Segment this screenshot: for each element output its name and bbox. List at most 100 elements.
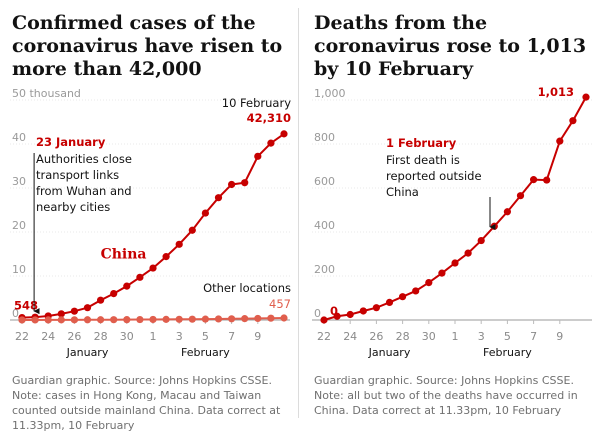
data-point <box>136 273 144 281</box>
x-tick-label: 7 <box>228 330 235 343</box>
x-tick-label: 26 <box>369 330 383 343</box>
month-label-january: January <box>368 346 411 359</box>
data-point <box>543 176 551 184</box>
data-point <box>372 304 380 312</box>
x-tick-label: 1 <box>452 330 459 343</box>
data-point <box>464 249 472 257</box>
cases-chart: 50 thousand 40 30 20 10 0 22 24 26 28 30 1 3 5 7 9 Janua… <box>10 87 291 359</box>
y-tick-label: 800 <box>314 131 335 144</box>
china-series-label: China <box>101 247 147 263</box>
data-point <box>425 279 433 287</box>
data-point <box>451 259 459 267</box>
data-point <box>333 312 341 320</box>
annotation-date: 23 January <box>36 135 106 149</box>
y-tick-label: 600 <box>314 175 335 188</box>
month-label-february: February <box>181 346 230 359</box>
data-point <box>31 316 39 324</box>
data-point <box>149 315 157 324</box>
series-line-0 <box>323 96 587 321</box>
data-point <box>412 287 420 295</box>
panel-divider <box>298 8 299 418</box>
end-value-label: 42,310 <box>247 111 291 125</box>
x-tick-label: 9 <box>254 330 261 343</box>
data-point <box>70 316 78 324</box>
end-date-label: 10 February <box>222 96 291 110</box>
data-point <box>57 310 65 318</box>
data-point <box>110 316 118 324</box>
cases-chart-title: Confirmed cases of the coronavirus have … <box>12 12 283 80</box>
data-point <box>228 315 236 323</box>
data-point <box>136 315 144 324</box>
x-tick-label: 28 <box>396 330 410 343</box>
month-label-january: January <box>66 346 109 359</box>
y-tick-label: 0 <box>12 307 19 320</box>
x-tick-label: 22 <box>15 330 29 343</box>
data-point <box>70 307 78 315</box>
data-point <box>214 315 223 323</box>
data-point <box>556 137 564 145</box>
data-point <box>254 314 262 323</box>
data-point <box>241 179 249 187</box>
x-tick-label: 30 <box>120 330 134 343</box>
data-point <box>267 314 275 322</box>
data-point <box>97 316 105 324</box>
data-point <box>254 152 262 160</box>
x-tick-label: 9 <box>556 330 563 343</box>
data-point <box>123 282 131 290</box>
data-point <box>110 290 118 298</box>
data-point <box>385 298 394 306</box>
start-value-label: 548 <box>14 299 38 313</box>
x-tick-label: 7 <box>530 330 537 343</box>
deaths-chart-note: Guardian graphic. Source: Johns Hopkins … <box>314 374 578 417</box>
end-value-label: 1,013 <box>538 85 574 99</box>
data-point <box>83 316 92 324</box>
data-point <box>214 194 223 202</box>
data-point <box>123 316 131 324</box>
data-point <box>162 253 170 261</box>
data-point <box>359 307 367 315</box>
x-tick-label: 30 <box>422 330 436 343</box>
y-tick-label: 200 <box>314 263 335 276</box>
data-point <box>438 269 446 277</box>
annotation-line: nearby cities <box>36 200 110 214</box>
x-tick-label: 24 <box>343 330 357 343</box>
deaths-chart: 1,000 800 600 400 200 0 22 24 26 28 30 1 3 5 7 9 January… <box>312 85 592 359</box>
data-point <box>201 315 209 323</box>
data-point <box>569 117 577 125</box>
annotation-line: reported outside <box>386 169 482 183</box>
data-point <box>241 315 249 323</box>
x-tick-label: 28 <box>94 330 108 343</box>
data-point <box>188 226 196 234</box>
data-point <box>228 180 236 189</box>
annotation-date: 1 February <box>386 136 457 150</box>
y-tick-label: 1,000 <box>314 87 346 100</box>
y-tick-label: 50 thousand <box>12 87 81 100</box>
month-label-february: February <box>483 346 532 359</box>
data-point <box>477 236 485 245</box>
annotation-line: from Wuhan and <box>36 184 132 198</box>
cases-chart-note: Guardian graphic. Source: Johns Hopkins … <box>12 374 281 432</box>
y-tick-label: 400 <box>314 219 335 232</box>
y-tick-label: 0 <box>314 307 321 320</box>
x-tick-label: 24 <box>41 330 55 343</box>
data-point <box>516 192 525 200</box>
data-point <box>346 310 354 319</box>
x-tick-label: 22 <box>317 330 331 343</box>
data-point <box>188 315 196 323</box>
data-point <box>162 315 170 323</box>
annotation-line: First death is <box>386 153 460 167</box>
x-tick-label: 5 <box>504 330 511 343</box>
annotation-line: transport links <box>36 168 119 182</box>
deaths-chart-title: Deaths from the coronavirus rose to 1,01… <box>314 12 587 80</box>
data-point <box>44 316 52 324</box>
annotation-line: China <box>386 185 419 199</box>
data-point <box>201 209 209 217</box>
other-series-label: Other locations <box>203 281 291 295</box>
data-point <box>530 176 538 184</box>
data-point <box>280 314 288 322</box>
data-point <box>280 130 288 138</box>
y-tick-label: 40 <box>12 131 26 144</box>
start-value-label: 0 <box>330 304 338 318</box>
data-point <box>83 304 92 312</box>
data-point <box>18 316 26 324</box>
